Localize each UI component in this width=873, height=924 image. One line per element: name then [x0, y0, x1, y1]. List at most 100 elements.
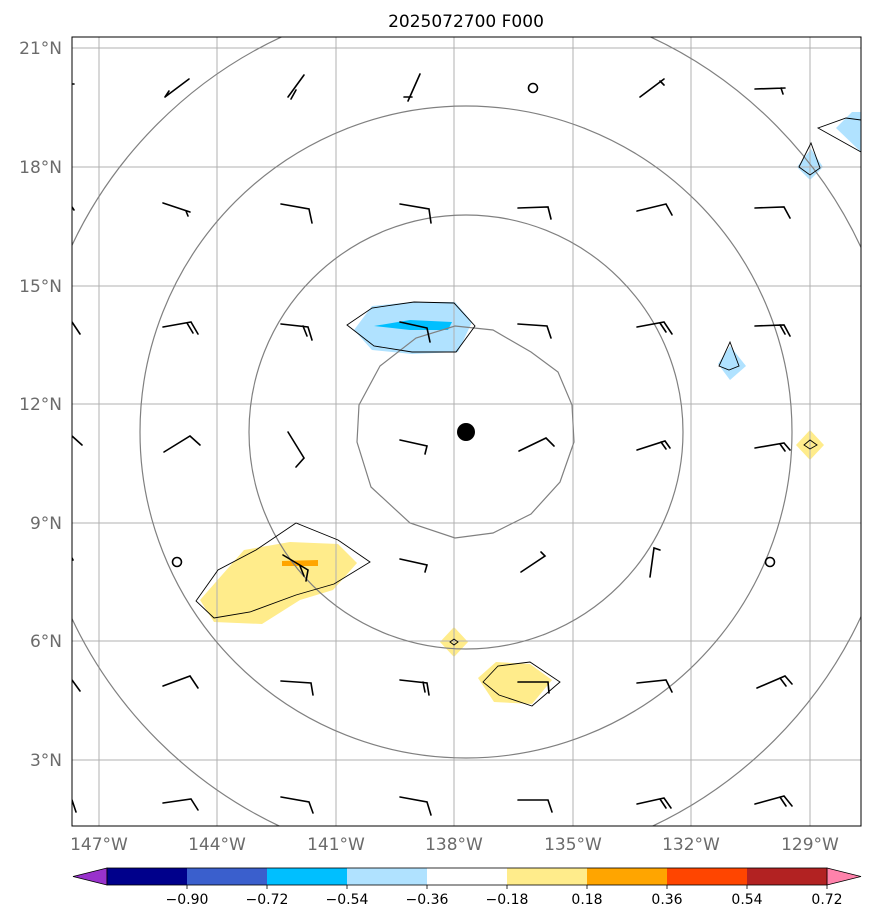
lat-label: 15°N — [19, 277, 62, 297]
colorbar-tick-label: −0.18 — [486, 892, 529, 908]
wind-barb — [639, 78, 665, 98]
wind-barb — [520, 551, 547, 573]
wind-barb — [756, 675, 793, 689]
contour-outlines — [195, 117, 861, 707]
lon-label: 144°W — [188, 835, 246, 855]
lon-label: 135°W — [544, 835, 602, 855]
shade-orange-streak — [282, 560, 318, 566]
wind-barb — [287, 74, 305, 100]
wind-barb — [517, 799, 553, 813]
wind-barb — [649, 546, 661, 578]
lon-label: 129°W — [781, 835, 839, 855]
map-title: 2025072700 F000 — [388, 12, 544, 32]
colorbar-segment — [747, 868, 828, 885]
range-ring-2 — [248, 214, 684, 650]
storm-center-marker — [457, 423, 475, 441]
colorbar-segment — [107, 868, 188, 885]
shade-blue-patch-e2 — [718, 346, 746, 380]
wind-barb — [72, 83, 83, 813]
lat-label: 18°N — [19, 158, 62, 178]
lon-label: 147°W — [70, 835, 128, 855]
wind-barbs — [72, 73, 793, 816]
wind-barb — [636, 797, 672, 809]
wind-barb — [162, 675, 199, 689]
colorbar-segment — [347, 868, 428, 885]
colorbar-tick-label: 0.18 — [571, 892, 602, 908]
wind-barb — [636, 440, 671, 451]
contour-ne-corner — [816, 117, 861, 153]
contour-north — [346, 301, 476, 353]
wind-barb — [280, 796, 314, 814]
map-frame — [71, 36, 862, 827]
shade-yellow-patch-sw — [200, 542, 357, 624]
range-ring-1 — [356, 325, 575, 539]
colorbar-tick-label: 0.54 — [731, 892, 762, 908]
colorbar-segment — [587, 868, 668, 885]
lon-label: 138°W — [425, 835, 483, 855]
wind-barb — [399, 439, 428, 455]
wind-barb — [636, 203, 673, 216]
colorbar-segment — [187, 868, 268, 885]
contour-se — [482, 661, 561, 707]
wind-barb — [636, 679, 673, 693]
colorbar-tick-label: −0.36 — [406, 892, 449, 908]
lat-label: 12°N — [19, 395, 62, 415]
wind-barb — [754, 442, 791, 452]
wind-barb — [399, 796, 432, 816]
range-ring-3 — [139, 105, 793, 759]
wind-barb — [282, 554, 309, 582]
wind-barb — [162, 202, 191, 217]
colorbar-extend-low — [72, 867, 108, 886]
wind-barb — [163, 435, 201, 453]
wind-barb — [399, 679, 430, 696]
wind-barb — [636, 321, 673, 335]
colorbar-frame — [106, 867, 828, 886]
wind-barb — [518, 437, 555, 452]
wind-barb — [517, 323, 552, 339]
lon-label: 132°W — [662, 835, 720, 855]
wind-barb — [287, 431, 305, 468]
colorbar-extend-high — [826, 867, 862, 886]
latitude-labels: 21°N 18°N 15°N 12°N 9°N 6°N 3°N — [19, 39, 62, 771]
shade-yellow-patch-se — [478, 662, 552, 704]
calm-wind-circle — [527, 82, 539, 94]
shade-blue-patch-ne — [836, 112, 861, 152]
lat-label: 21°N — [19, 39, 62, 59]
wind-barb — [754, 206, 791, 219]
longitude-labels: 147°W 144°W 141°W 138°W 135°W 132°W 129°… — [70, 835, 839, 855]
lat-label: 9°N — [30, 514, 62, 534]
contour-e1 — [798, 141, 821, 176]
wind-barb — [754, 324, 791, 337]
calm-wind-circle — [171, 556, 183, 568]
wind-barb — [517, 206, 552, 220]
range-rings — [72, 37, 861, 826]
contour-e-small — [803, 439, 818, 450]
shaded-field — [200, 112, 861, 704]
lat-label: 6°N — [30, 632, 62, 652]
colorbar-segment — [267, 868, 348, 885]
wind-barb — [280, 680, 314, 696]
colorbar-segment — [507, 868, 588, 885]
wind-barb — [517, 681, 550, 694]
wind-barb — [399, 321, 431, 343]
wind-barb — [403, 73, 421, 102]
wind-barb — [754, 87, 786, 95]
colorbar-segment — [427, 868, 508, 885]
colorbar-tick-label: 0.72 — [811, 892, 842, 908]
colorbar-segment — [667, 868, 748, 885]
wind-barb — [162, 321, 199, 335]
calm-wind-circle — [764, 556, 776, 568]
plot-area — [72, 37, 861, 826]
wind-barb — [162, 798, 199, 811]
contour-sw — [195, 522, 371, 619]
wind-barb — [164, 78, 190, 98]
contour-s-small — [449, 638, 459, 646]
lat-label: 3°N — [30, 751, 62, 771]
range-ring-4 — [72, 37, 861, 826]
colorbar: −0.90 −0.72 −0.54 −0.36 −0.18 0.18 0.36 0.54 0.7… — [72, 867, 862, 908]
colorbar-tick-label: −0.72 — [246, 892, 289, 908]
contour-e2 — [718, 340, 740, 371]
lon-label: 141°W — [307, 835, 365, 855]
wind-barb — [280, 323, 313, 341]
